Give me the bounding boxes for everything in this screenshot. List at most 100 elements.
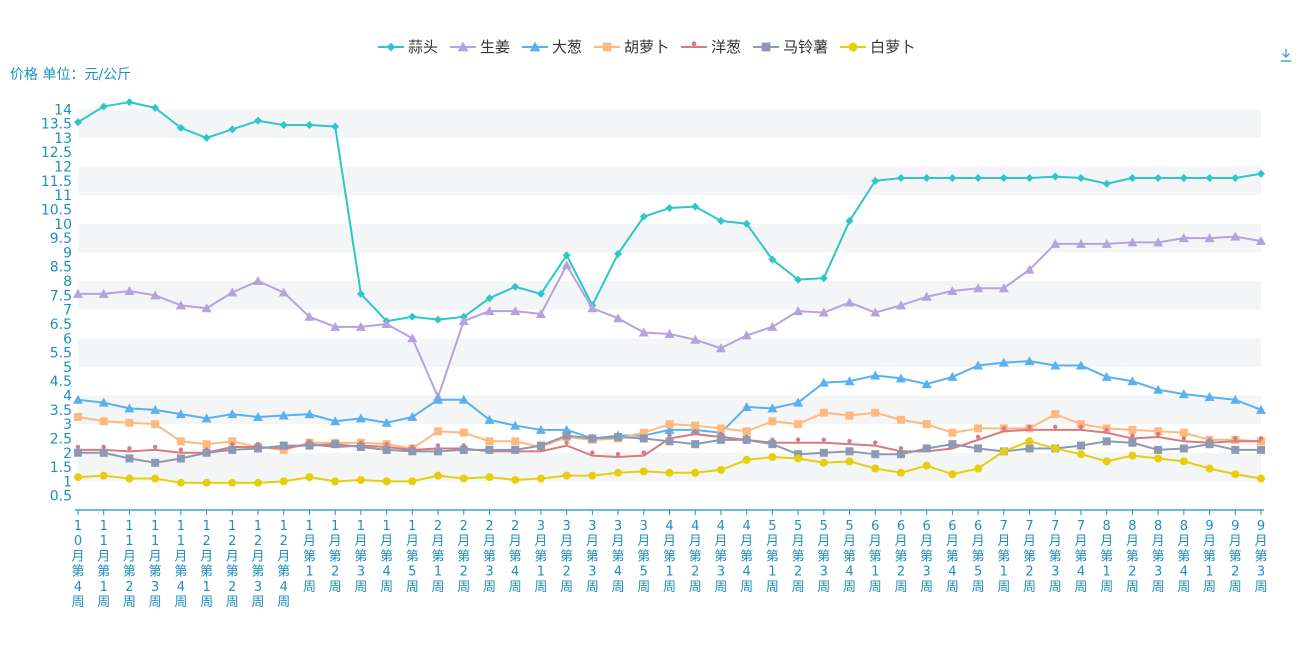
data-point[interactable] <box>124 286 135 296</box>
legend-item-3[interactable]: 胡萝卜 <box>594 38 669 56</box>
data-point[interactable] <box>510 420 521 430</box>
data-point[interactable] <box>384 441 389 447</box>
data-point[interactable] <box>1076 441 1085 450</box>
data-point[interactable] <box>639 467 648 476</box>
data-point[interactable] <box>1050 238 1061 248</box>
data-point[interactable] <box>331 122 340 131</box>
data-point[interactable] <box>974 464 983 473</box>
data-point[interactable] <box>279 445 288 454</box>
data-point[interactable] <box>794 450 803 459</box>
data-point[interactable] <box>613 313 624 323</box>
data-point[interactable] <box>1075 238 1086 248</box>
data-point[interactable] <box>1179 457 1188 466</box>
data-point[interactable] <box>305 121 314 130</box>
data-point[interactable] <box>973 283 984 293</box>
data-point[interactable] <box>278 410 289 420</box>
data-point[interactable] <box>381 318 392 328</box>
data-point[interactable] <box>1205 174 1214 182</box>
data-point[interactable] <box>922 444 931 453</box>
data-point[interactable] <box>178 447 184 452</box>
data-point[interactable] <box>1127 237 1138 247</box>
data-point[interactable] <box>485 294 494 303</box>
data-point[interactable] <box>1051 172 1060 181</box>
data-point[interactable] <box>98 397 109 407</box>
data-point[interactable] <box>667 433 672 438</box>
data-point[interactable] <box>794 454 803 463</box>
data-point[interactable] <box>793 397 804 407</box>
data-point[interactable] <box>485 473 494 482</box>
data-point[interactable] <box>356 475 365 484</box>
data-point[interactable] <box>975 434 981 440</box>
data-point[interactable] <box>844 376 855 386</box>
data-point[interactable] <box>305 441 314 450</box>
data-point[interactable] <box>896 468 905 477</box>
data-point[interactable] <box>228 478 237 487</box>
data-point[interactable] <box>665 420 674 429</box>
data-point[interactable] <box>1127 376 1138 386</box>
data-point[interactable] <box>896 174 905 182</box>
data-point[interactable] <box>794 420 803 429</box>
data-point[interactable] <box>638 327 649 337</box>
data-point[interactable] <box>151 474 160 483</box>
data-point[interactable] <box>227 287 238 297</box>
data-point[interactable] <box>691 421 700 430</box>
data-point[interactable] <box>304 311 315 321</box>
data-point[interactable] <box>253 276 264 286</box>
data-point[interactable] <box>588 471 597 480</box>
data-point[interactable] <box>871 464 880 473</box>
data-point[interactable] <box>1179 444 1188 453</box>
data-point[interactable] <box>355 321 366 331</box>
data-point[interactable] <box>665 468 674 477</box>
data-point[interactable] <box>768 255 777 264</box>
data-point[interactable] <box>202 478 211 487</box>
data-point[interactable] <box>1102 437 1111 446</box>
data-point[interactable] <box>587 303 598 313</box>
data-point[interactable] <box>176 437 185 446</box>
data-point[interactable] <box>510 306 521 316</box>
data-point[interactable] <box>1027 424 1032 430</box>
data-point[interactable] <box>459 445 468 454</box>
data-point[interactable] <box>819 448 828 457</box>
data-point[interactable] <box>564 440 569 445</box>
data-point[interactable] <box>1076 174 1085 182</box>
data-point[interactable] <box>124 403 135 413</box>
data-point[interactable] <box>1102 179 1111 188</box>
data-point[interactable] <box>716 216 725 225</box>
legend-item-2[interactable]: 大葱 <box>522 38 582 56</box>
data-point[interactable] <box>742 219 751 228</box>
data-point[interactable] <box>847 438 852 444</box>
data-point[interactable] <box>1053 424 1058 430</box>
data-point[interactable] <box>741 401 752 411</box>
data-point[interactable] <box>1024 356 1035 366</box>
data-point[interactable] <box>150 290 161 300</box>
data-point[interactable] <box>151 103 160 112</box>
data-point[interactable] <box>614 468 623 477</box>
data-point[interactable] <box>1101 371 1112 381</box>
data-point[interactable] <box>1001 426 1007 431</box>
data-point[interactable] <box>511 437 520 446</box>
data-point[interactable] <box>795 437 801 442</box>
data-point[interactable] <box>1101 238 1112 248</box>
data-point[interactable] <box>1078 424 1084 430</box>
data-point[interactable] <box>1128 451 1137 460</box>
data-point[interactable] <box>818 307 829 317</box>
data-point[interactable] <box>947 371 958 381</box>
data-point[interactable] <box>1153 384 1164 394</box>
data-point[interactable] <box>870 370 881 380</box>
data-point[interactable] <box>536 474 545 483</box>
data-point[interactable] <box>1128 174 1137 182</box>
data-point[interactable] <box>1233 436 1238 441</box>
data-point[interactable] <box>485 445 494 454</box>
data-point[interactable] <box>615 451 621 457</box>
data-point[interactable] <box>74 448 82 457</box>
data-point[interactable] <box>974 444 983 453</box>
data-point[interactable] <box>330 416 341 426</box>
data-point[interactable] <box>845 447 854 456</box>
data-point[interactable] <box>871 408 880 417</box>
data-point[interactable] <box>921 291 932 301</box>
data-point[interactable] <box>718 431 724 437</box>
data-point[interactable] <box>947 286 958 296</box>
data-point[interactable] <box>330 321 341 331</box>
data-point[interactable] <box>1257 169 1265 178</box>
data-point[interactable] <box>485 437 494 446</box>
